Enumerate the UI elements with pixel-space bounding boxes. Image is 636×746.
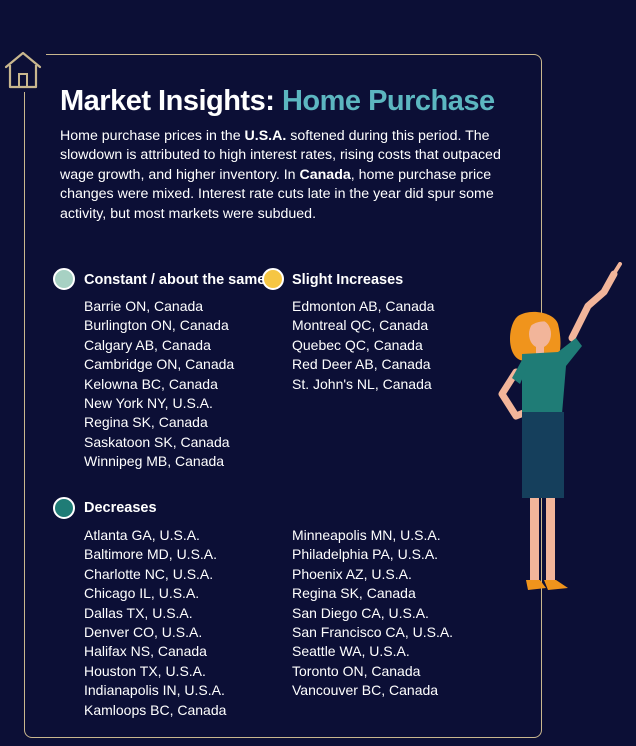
constant-list: Barrie ON, Canada Burlington ON, Canada Ca…	[84, 297, 234, 472]
list-item: Cambridge ON, Canada	[84, 356, 235, 373]
list-item: Kamloops BC, Canada	[84, 701, 227, 718]
house-icon[interactable]	[0, 48, 46, 92]
list-item: Calgary AB, Canada	[84, 336, 211, 353]
list-item: Denver CO, U.S.A.	[84, 624, 203, 641]
decreases-heading: Decreases	[84, 500, 157, 516]
list-item: Kelowna BC, Canada	[84, 375, 218, 392]
list-item: Baltimore MD, U.S.A.	[84, 546, 218, 563]
list-item: Halifax NS, Canada	[84, 643, 207, 660]
list-item: Edmonton AB, Canada	[292, 298, 435, 314]
list-item: Chicago IL, U.S.A.	[84, 585, 200, 602]
intro-usa: U.S.A.	[244, 128, 287, 144]
list-item: Vancouver BC, Canada	[292, 682, 439, 699]
slight-list: Edmonton AB, Canada Montreal QC, Canada Qu…	[292, 297, 434, 394]
list-item: Quebec QC, Canada	[292, 336, 423, 353]
constant-dot	[53, 268, 75, 290]
list-item: Regina SK, Canada	[292, 585, 416, 602]
slight-heading: Slight Increases	[292, 272, 404, 288]
decreases-list-col1: Atlanta GA, U.S.A. Baltimore MD, U.S.A. Ch…	[84, 526, 226, 720]
decreases-dot	[53, 497, 75, 519]
list-item: Philadelphia PA, U.S.A.	[292, 546, 439, 563]
list-item: Red Deer AB, Canada	[292, 356, 431, 373]
page-title: Market Insights: Home Purchase	[60, 84, 495, 118]
intro-canada: Canada	[299, 166, 351, 183]
slight-dot	[262, 268, 284, 290]
list-item: Winnipeg MB, Canada	[84, 453, 225, 470]
list-item: Montreal QC, Canada	[292, 317, 429, 334]
decreases-list-col2: Minneapolis MN, U.S.A. Philadelphia PA, U…	[292, 526, 453, 701]
list-item: Regina SK, Canada	[84, 414, 208, 431]
list-item: Atlanta GA, U.S.A.	[84, 527, 200, 543]
list-item: Toronto ON, Canada	[292, 662, 421, 679]
list-item: San Diego CA, U.S.A.	[292, 604, 429, 621]
list-item: Phoenix AZ, U.S.A.	[292, 565, 412, 582]
list-item: Indianapolis IN, U.S.A.	[84, 682, 225, 699]
list-item: St. John's NL, Canada	[292, 375, 432, 392]
constant-heading: Constant / about the same	[84, 272, 266, 288]
list-item: Burlington ON, Canada	[84, 317, 229, 334]
intro-text-2: softened during this period. The slowdow…	[60, 128, 501, 183]
list-item: Charlotte NC, U.S.A.	[84, 565, 214, 582]
intro-text-1: Home purchase prices in the	[60, 128, 245, 144]
list-item: San Francisco CA, U.S.A.	[292, 624, 454, 641]
list-item: Houston TX, U.S.A.	[84, 662, 206, 679]
list-item: Barrie ON, Canada	[84, 298, 204, 314]
intro-text-3: , home purchase price changes were mixed…	[60, 166, 494, 222]
list-item: Dallas TX, U.S.A.	[84, 604, 193, 621]
list-item: Saskatoon SK, Canada	[84, 433, 230, 450]
list-item: Seattle WA, U.S.A.	[292, 643, 410, 660]
list-item: Minneapolis MN, U.S.A.	[292, 527, 441, 543]
title-accent: Home Purchase	[281, 85, 495, 117]
list-item: New York NY, U.S.A.	[84, 395, 213, 412]
title-main: Market Insights:	[60, 85, 275, 117]
intro-paragraph: Home purchase prices in the U.S.A. softe…	[60, 127, 510, 224]
woman-pointing-illustration	[498, 262, 622, 590]
